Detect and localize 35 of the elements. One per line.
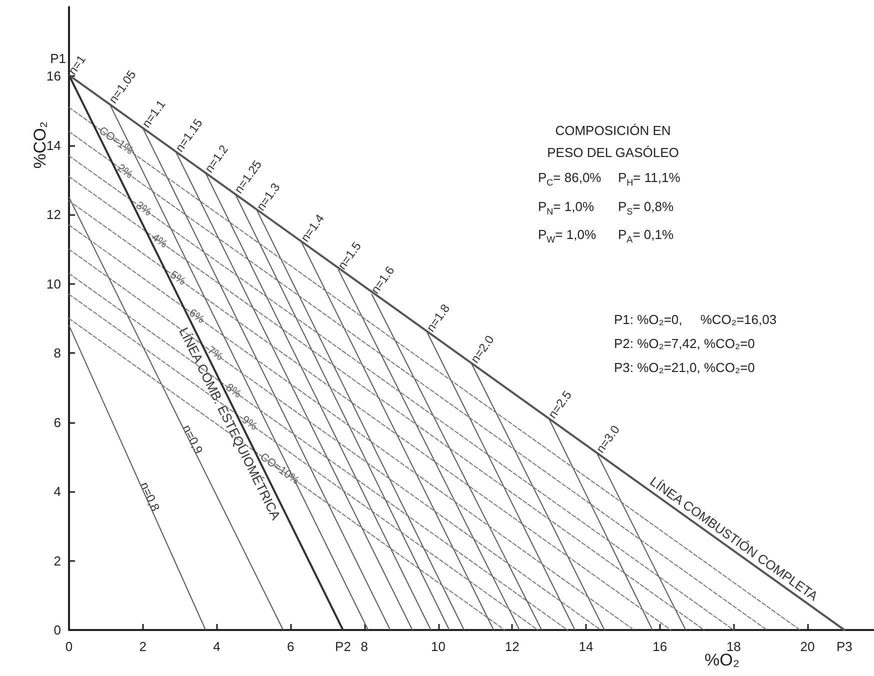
- x-tick-label: 16: [652, 639, 668, 654]
- annotation: COMPOSICIÓN EN PESO DEL GASÓLEO: [546, 122, 680, 162]
- text: 3%: [134, 199, 154, 219]
- y-tick-label: 0: [54, 622, 61, 638]
- x-tick-label: 6: [286, 639, 294, 654]
- x-tick-label: 0: [65, 639, 73, 654]
- annotation: P1: %O₂=0, %CO₂=16,03: [614, 311, 777, 329]
- y-tick-label: 2: [54, 553, 61, 568]
- annotation: P1: [50, 51, 66, 66]
- x-tick-label: 12: [504, 639, 520, 654]
- y-tick-label: 4: [54, 484, 61, 500]
- x-tick-label: 4: [213, 639, 220, 654]
- annotation: P$_{H}$= 11,1%: [618, 169, 682, 190]
- annotation: P$_{A}$= 0,1%: [618, 226, 675, 247]
- x-tick-label: P2: [335, 639, 351, 654]
- annotation: P3: %O₂=21,0, %CO₂=0: [614, 359, 756, 377]
- annotation: P$_{W}$= 1,0%: [538, 226, 598, 247]
- x-tick-label: 20: [800, 639, 815, 654]
- y-tick-label: 6: [54, 414, 61, 430]
- x-tick-label: 8: [360, 639, 368, 654]
- x-tick-label: 10: [431, 639, 446, 654]
- annotation: P2: %O₂=7,42, %CO₂=0: [614, 335, 756, 353]
- x-tick-label: 2: [139, 639, 146, 654]
- y-tick-label: 8: [54, 346, 61, 361]
- x-tick-label: P3: [836, 639, 852, 654]
- annotation: P$_{N}$= 1,0%: [538, 198, 596, 218]
- x-tick-label: 14: [578, 639, 594, 654]
- y-tick-label: 10: [46, 276, 61, 292]
- annotation: P$_{C}$= 86,0%: [538, 169, 602, 190]
- y-tick-label: 16: [46, 68, 61, 84]
- y-tick-label: 14: [46, 138, 61, 153]
- annotation: n=1: [65, 52, 89, 78]
- y-tick-label: 12: [46, 207, 61, 222]
- text: 2%: [115, 162, 136, 182]
- annotation: P$_{S}$= 0,8%: [618, 198, 675, 218]
